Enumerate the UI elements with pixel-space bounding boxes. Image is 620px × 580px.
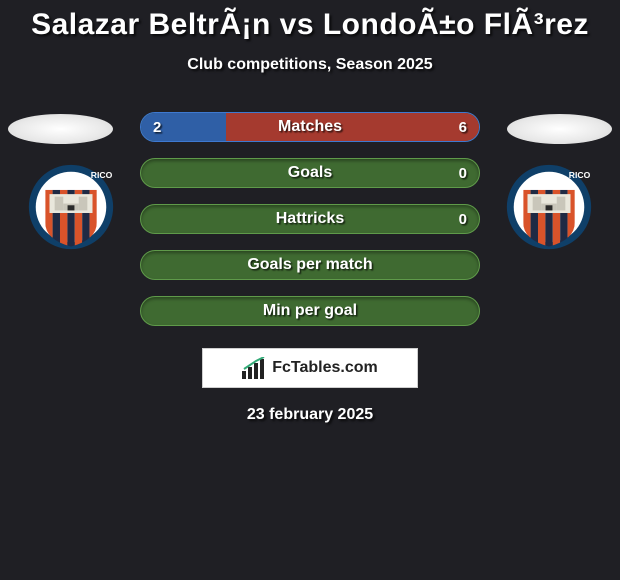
svg-text:RICO F: RICO F: [91, 170, 114, 180]
page-title: Salazar BeltrÃ¡n vs LondoÃ±o FlÃ³rez: [0, 0, 620, 42]
chart-icon: [242, 357, 266, 379]
comparison-stage: RICO F RICO F Matches26Goals0Hattricks0G…: [0, 112, 620, 424]
stat-value-right: 0: [459, 159, 467, 187]
stat-label: Goals per match: [141, 251, 479, 279]
stat-bar: Hattricks0: [140, 204, 480, 234]
stat-value-right: 0: [459, 205, 467, 233]
stat-bar: Min per goal: [140, 296, 480, 326]
stat-label: Goals: [141, 159, 479, 187]
stat-value-left: 2: [153, 113, 161, 141]
pedestal-left: [8, 114, 113, 144]
branding-text: FcTables.com: [272, 359, 378, 377]
club-crest-left: RICO F: [28, 164, 114, 250]
stat-label: Hattricks: [141, 205, 479, 233]
stat-bars: Matches26Goals0Hattricks0Goals per match…: [140, 112, 480, 326]
svg-text:RICO F: RICO F: [569, 170, 592, 180]
pedestal-right: [507, 114, 612, 144]
stat-bar: Goals0: [140, 158, 480, 188]
stat-bar: Matches2 6: [140, 112, 480, 142]
page-subtitle: Club competitions, Season 2025: [0, 56, 620, 74]
stat-bar: Goals per match: [140, 250, 480, 280]
stat-label: Min per goal: [141, 297, 479, 325]
stat-value-right: 6: [459, 113, 467, 141]
date-text: 23 february 2025: [0, 406, 620, 424]
stat-label: Matches: [141, 113, 479, 141]
club-crest-right: RICO F: [506, 164, 592, 250]
branding-box: FcTables.com: [202, 348, 418, 388]
